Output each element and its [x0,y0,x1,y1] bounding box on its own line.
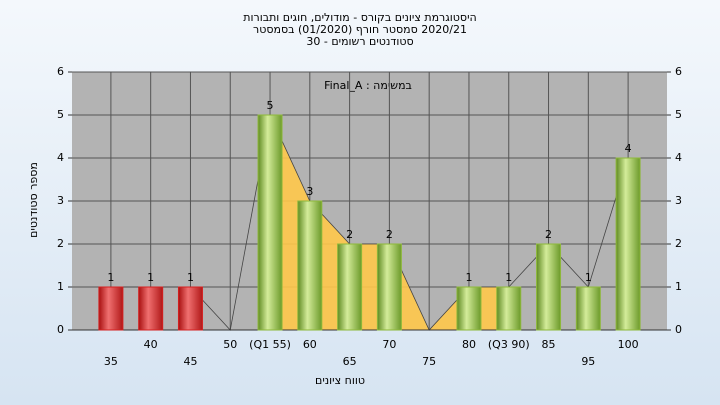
subtitle: 2020/21 סמסטר חורף (01/2020) בסמסטר [253,23,467,36]
bar [536,243,562,331]
y-tick-label: 3 [57,194,64,207]
y2-tick-label: 2 [675,237,682,250]
bar [575,286,601,331]
y-axis-label: מספר סטודנטים [27,162,40,238]
x-tick-label: 100 [618,338,639,351]
annotation: במשימה : Final_A [324,79,412,92]
value-label: 1 [585,271,592,284]
y2-tick-label: 3 [675,194,682,207]
bar [337,243,363,331]
value-label: 1 [107,271,114,284]
bar [615,157,641,331]
x-tick-label: (Q1 55) [249,338,291,351]
x-tick-label: 35 [104,355,118,368]
x-tick-label: 85 [542,338,556,351]
value-label: 3 [306,185,313,198]
subtitle: סטודנטים רשומים - 30 [306,35,413,48]
y2-tick-label: 4 [675,151,682,164]
value-label: 1 [147,271,154,284]
y2-tick-label: 6 [675,65,682,78]
value-label: 5 [267,99,274,112]
x-tick-label: 65 [343,355,357,368]
chart-title: היסטוגרמת ציונים בקורס - מודולים, חוגים … [243,11,476,24]
x-tick-label: 60 [303,338,317,351]
value-label: 2 [545,228,552,241]
y2-tick-label: 5 [675,108,682,121]
x-tick-label: 80 [462,338,476,351]
bar [496,286,522,331]
value-label: 4 [625,142,632,155]
y-tick-label: 1 [57,280,64,293]
y-tick-label: 6 [57,65,64,78]
bar [177,286,203,331]
x-tick-label: 70 [382,338,396,351]
value-label: 2 [386,228,393,241]
y-tick-label: 2 [57,237,64,250]
value-label: 1 [465,271,472,284]
x-tick-label: (Q3 90) [488,338,530,351]
bar [98,286,124,331]
bar [138,286,164,331]
x-axis-label: טווח ציונים [315,374,365,387]
value-label: 1 [505,271,512,284]
y-tick-label: 4 [57,151,64,164]
x-tick-label: 45 [183,355,197,368]
x-tick-label: 50 [223,338,237,351]
value-label: 2 [346,228,353,241]
value-label: 1 [187,271,194,284]
bar [257,114,283,331]
y-tick-label: 5 [57,108,64,121]
x-tick-label: 95 [581,355,595,368]
bar [297,200,323,331]
y2-tick-label: 0 [675,323,682,336]
frequency-area [270,115,509,330]
y-tick-label: 0 [57,323,64,336]
bar [376,243,402,331]
bar [456,286,482,331]
x-tick-label: 40 [144,338,158,351]
x-tick-label: 75 [422,355,436,368]
y2-tick-label: 1 [675,280,682,293]
